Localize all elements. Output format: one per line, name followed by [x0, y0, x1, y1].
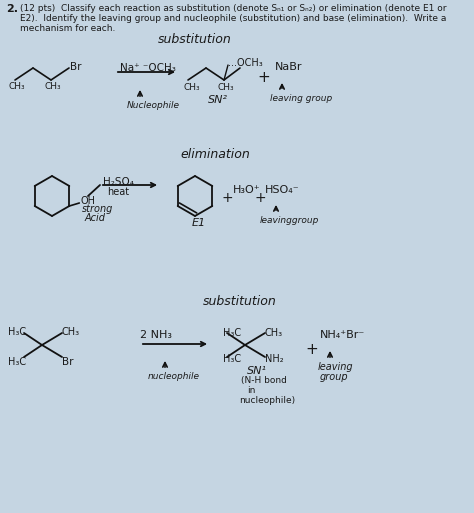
- Text: CH₃: CH₃: [45, 82, 62, 91]
- Text: +: +: [255, 191, 266, 205]
- Text: strong: strong: [82, 204, 113, 214]
- Text: SN¹: SN¹: [247, 366, 267, 376]
- Text: ...OCH₃: ...OCH₃: [228, 58, 263, 68]
- Text: H₂SO₄: H₂SO₄: [103, 177, 134, 187]
- Text: substitution: substitution: [158, 33, 232, 46]
- Text: Nucleophile: Nucleophile: [127, 101, 180, 110]
- Text: leavinggroup: leavinggroup: [260, 216, 319, 225]
- Text: nucleophile): nucleophile): [239, 396, 295, 405]
- Text: Br: Br: [70, 62, 82, 72]
- Text: H₃C: H₃C: [8, 357, 26, 367]
- Text: E2).  Identify the leaving group and nucleophile (substitution) and base (elimin: E2). Identify the leaving group and nucl…: [20, 14, 447, 23]
- Text: leaving: leaving: [318, 362, 354, 372]
- Text: OH: OH: [80, 196, 95, 206]
- Text: Br: Br: [62, 357, 73, 367]
- Text: CH₃: CH₃: [184, 83, 201, 92]
- Text: NH₄⁺Br⁻: NH₄⁺Br⁻: [320, 330, 365, 340]
- Text: SN²: SN²: [208, 95, 228, 105]
- Text: Acid: Acid: [85, 213, 106, 223]
- Text: CH₃: CH₃: [62, 327, 80, 337]
- Text: 2 NH₃: 2 NH₃: [140, 330, 172, 340]
- Text: in: in: [247, 386, 255, 395]
- Text: +: +: [222, 191, 234, 205]
- Text: NaBr: NaBr: [275, 62, 302, 72]
- Text: CH₃: CH₃: [9, 82, 26, 91]
- Text: mechanism for each.: mechanism for each.: [20, 24, 115, 33]
- Text: H₃C: H₃C: [223, 354, 241, 364]
- Text: CH₃: CH₃: [218, 83, 235, 92]
- Text: HSO₄⁻: HSO₄⁻: [265, 185, 300, 195]
- Text: nucleophile: nucleophile: [148, 372, 200, 381]
- Text: H₃C: H₃C: [8, 327, 26, 337]
- Text: elimination: elimination: [180, 148, 250, 161]
- Text: +: +: [305, 342, 318, 357]
- Text: H₃O⁺: H₃O⁺: [233, 185, 261, 195]
- Text: group: group: [320, 372, 348, 382]
- Text: NH₂: NH₂: [265, 354, 283, 364]
- Text: (12 pts)  Classify each reaction as substitution (denote Sₙ₁ or Sₙ₂) or eliminat: (12 pts) Classify each reaction as subst…: [20, 4, 447, 13]
- Text: E1: E1: [192, 218, 206, 228]
- Text: +: +: [257, 70, 270, 85]
- Text: substitution: substitution: [203, 295, 277, 308]
- Text: H₃C: H₃C: [223, 328, 241, 338]
- Text: Na⁺ ⁻OCH₃: Na⁺ ⁻OCH₃: [120, 63, 176, 73]
- Text: CH₃: CH₃: [265, 328, 283, 338]
- Text: leaving group: leaving group: [270, 94, 332, 103]
- Text: 2.: 2.: [6, 4, 18, 14]
- Text: heat: heat: [107, 187, 129, 197]
- Text: (N-H bond: (N-H bond: [241, 376, 287, 385]
